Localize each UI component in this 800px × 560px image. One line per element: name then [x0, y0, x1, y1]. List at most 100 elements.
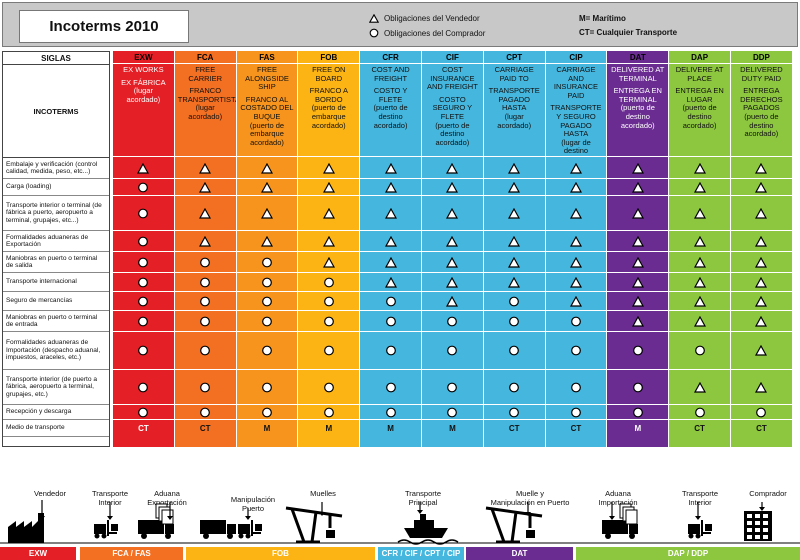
- buyer-obligation-circle-icon: [509, 407, 520, 417]
- obligation-cell: [113, 405, 174, 420]
- buyer-obligation-circle-icon: [262, 382, 272, 392]
- page-title: Incoterms 2010: [19, 10, 189, 43]
- flow-step-label: Vendedor: [33, 489, 67, 498]
- buyer-obligation-circle-icon: [694, 407, 705, 417]
- buyer-obligation-circle-icon: [509, 296, 520, 306]
- obligation-cell: [113, 370, 174, 405]
- row-label: Seguro de mercancías: [3, 292, 109, 311]
- obligation-cell: [298, 179, 360, 196]
- obligation-cell: [669, 196, 730, 231]
- incoterm-english-name: COST INSURANCE AND FREIGHT: [426, 65, 478, 92]
- incoterm-code: CIP: [545, 51, 607, 64]
- buyer-obligation-circle-icon: [138, 407, 149, 417]
- obligation-cell: [483, 405, 545, 420]
- obligation-cell: [731, 332, 792, 370]
- circle-icon: [369, 28, 379, 38]
- seller-obligation-triangle-icon: [199, 207, 212, 219]
- obligation-cell: [298, 311, 360, 332]
- obligation-cell: [360, 292, 421, 311]
- obligation-cell: [545, 405, 607, 420]
- obligation-cell: [545, 252, 607, 273]
- obligation-cell: [669, 231, 730, 252]
- obligation-cell: [113, 332, 174, 370]
- seller-obligation-triangle-icon: [755, 256, 768, 268]
- seller-obligation-triangle-icon: [446, 256, 459, 268]
- obligation-cell: [113, 158, 174, 179]
- buyer-obligation-circle-icon: [262, 345, 272, 356]
- obligation-cell: [298, 231, 360, 252]
- seller-obligation-triangle-icon: [508, 181, 521, 193]
- incoterm-spanish-name: ENTREGA DERECHOS PAGADOS (puerto de dest…: [740, 86, 783, 139]
- incoterm-column-cif: CIF COST INSURANCE AND FREIGHT COSTO SEGUR…: [422, 51, 483, 447]
- transport-mode: M: [325, 424, 333, 433]
- seller-obligation-triangle-icon: [322, 256, 335, 268]
- obligation-cell: [174, 196, 236, 231]
- incoterm-group-bar: CFR / CIF / CPT / CIP: [378, 547, 464, 560]
- seller-obligation-triangle-icon: [384, 235, 397, 247]
- obligation-cell: [236, 405, 298, 420]
- obligation-cell: [607, 311, 669, 332]
- obligation-cell: [607, 252, 669, 273]
- obligation-cell: [483, 179, 545, 196]
- obligation-cell: [113, 231, 174, 252]
- buyer-obligation-circle-icon: [447, 316, 458, 326]
- obligation-cell: [174, 179, 236, 196]
- buyer-obligation-circle-icon: [262, 316, 272, 326]
- seller-obligation-triangle-icon: [446, 181, 459, 193]
- seller-obligation-triangle-icon: [199, 162, 212, 174]
- obligation-cell: [174, 311, 236, 332]
- incoterm-column-ddp: DDP DELIVERED DUTY PAID ENTREGA DERECHOS P…: [731, 51, 792, 447]
- seller-obligation-triangle-icon: [384, 181, 397, 193]
- seller-obligation-triangle-icon: [755, 295, 768, 307]
- obligation-cell: [174, 332, 236, 370]
- obligation-cell: [422, 370, 483, 405]
- obligation-cell: [360, 311, 421, 332]
- obligation-cell: [731, 292, 792, 311]
- buyer-obligation-circle-icon: [571, 382, 581, 392]
- seller-obligation-triangle-icon: [631, 162, 644, 174]
- incoterm-english-name: CARRIAGE AND INSURANCE PAID: [553, 65, 599, 100]
- documents-icon: [155, 503, 174, 525]
- seller-obligation-triangle-icon: [631, 276, 644, 288]
- obligation-cell: [669, 158, 730, 179]
- seller-obligation-triangle-icon: [137, 162, 150, 174]
- buyer-obligation-circle-icon: [509, 316, 520, 326]
- incoterm-english-name: FREE CARRIER: [188, 65, 223, 83]
- incoterm-code: FAS: [236, 51, 298, 64]
- obligation-cell: [607, 196, 669, 231]
- obligation-cell: [607, 158, 669, 179]
- seller-obligation-triangle-icon: [322, 162, 335, 174]
- row-label: Formalidades aduaneras de Exportación: [3, 231, 109, 252]
- transport-mode: CT: [138, 424, 149, 433]
- row-label: Transporte interior (de puerto a fábrica…: [3, 370, 109, 405]
- obligation-cell: [422, 158, 483, 179]
- seller-obligation-triangle-icon: [384, 276, 397, 288]
- truck-documents-icon: [138, 520, 174, 539]
- obligation-cell: [360, 273, 421, 292]
- obligation-cell: [298, 196, 360, 231]
- obligation-cell: [236, 158, 298, 179]
- obligation-cell: [607, 292, 669, 311]
- incoterm-description: FREE ON BOARD FRANCO A BORDO (puerto de e…: [298, 65, 360, 157]
- legend-buyer: Obligaciones del Comprador: [369, 28, 485, 38]
- seller-obligation-triangle-icon: [631, 207, 644, 219]
- row-label: Transporte interior o terminal (de fábri…: [3, 196, 109, 231]
- incoterm-code: DDP: [731, 51, 792, 64]
- obligation-cell: [669, 405, 730, 420]
- incoterm-code: DAP: [669, 51, 730, 64]
- seller-obligation-triangle-icon: [569, 256, 582, 268]
- buyer-obligation-circle-icon: [138, 316, 149, 326]
- obligation-cell: [298, 158, 360, 179]
- buyer-obligation-circle-icon: [262, 296, 272, 306]
- incoterm-spanish-name: EX FÁBRICA (lugar acordado): [121, 77, 166, 104]
- buyer-obligation-circle-icon: [571, 316, 581, 326]
- incoterm-group-bar: DAP / DDP: [576, 547, 800, 560]
- incoterm-code: FOB: [298, 51, 360, 64]
- obligation-cell: [236, 292, 298, 311]
- obligation-cell: [422, 252, 483, 273]
- obligation-cell: [360, 405, 421, 420]
- building-icon: [744, 511, 772, 541]
- obligation-cell: [731, 273, 792, 292]
- incoterm-code: CPT: [483, 51, 545, 64]
- buyer-obligation-circle-icon: [323, 296, 334, 306]
